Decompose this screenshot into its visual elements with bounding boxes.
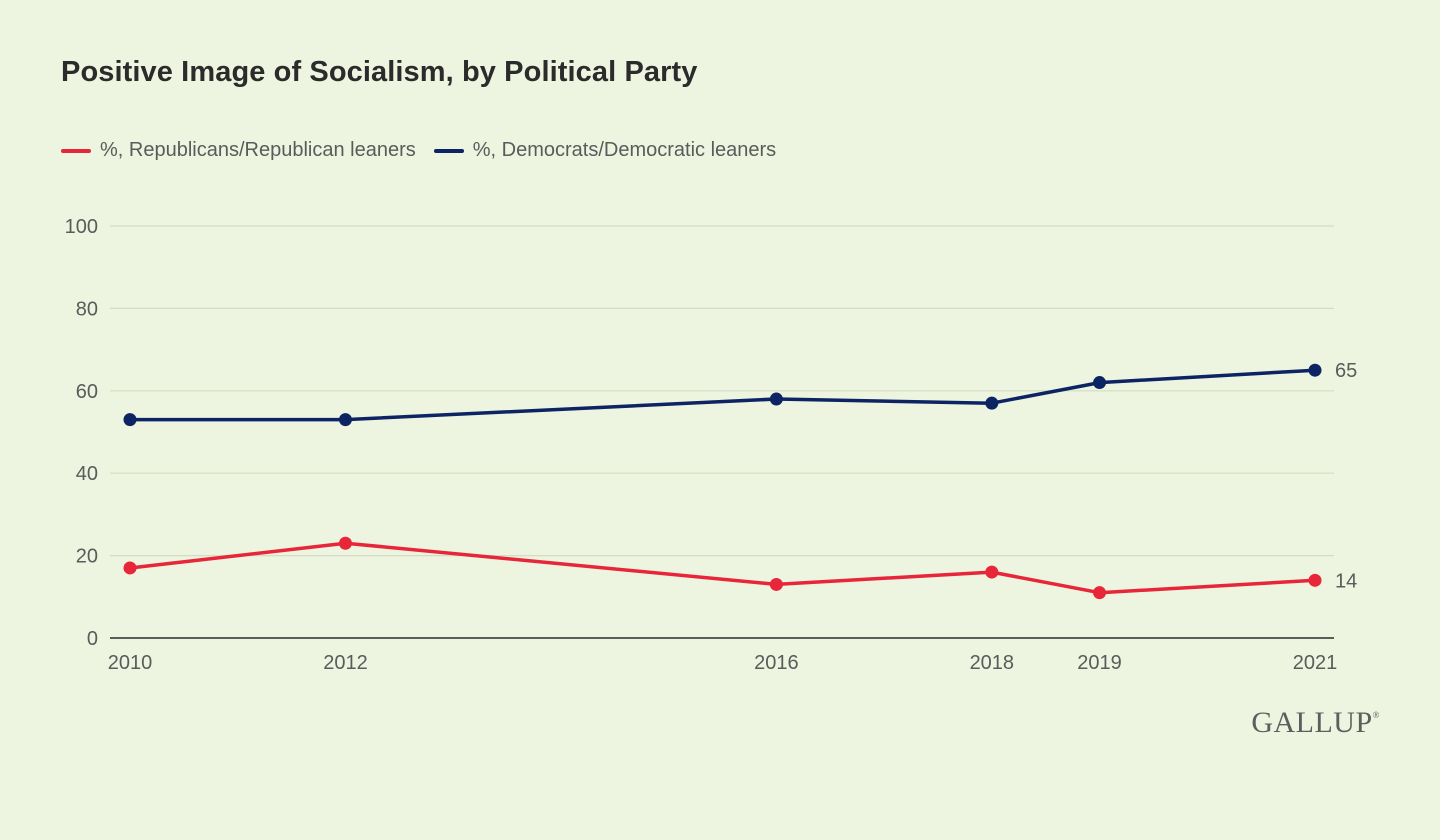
legend-item-democrats: %, Democrats/Democratic leaners [433,139,777,162]
gridlines [110,225,1334,557]
x-tick-label-2018: 2018 [970,652,1015,674]
y-tick-label-0: 0 [87,628,98,650]
data-point-democrats-2012 [338,413,352,427]
x-tick-label-2021: 2021 [1293,652,1338,674]
chart-title: Positive Image of Socialism, by Politica… [61,56,698,88]
data-point-democrats-2016 [769,392,783,406]
y-tick-label-60: 60 [76,381,98,403]
data-point-democrats-2018 [985,396,999,410]
legend-label-democrats: %, Democrats/Democratic leaners [472,139,777,161]
y-tick-label-100: 100 [65,216,98,238]
gallup-logo: GALLUP® [1251,706,1380,740]
y-tick-label-80: 80 [76,298,98,320]
data-point-republicans-2010 [123,561,137,575]
legend-swatch-democrats [433,148,464,153]
axes: 0 20 40 60 80 100 2010 2012 2016 2018 2019 2021 [65,216,1338,674]
data-point-democrats-2021 [1308,363,1322,377]
data-point-republicans-2016 [769,577,783,591]
legend-item-republicans: %, Republicans/Republican leaners [61,139,416,162]
series-line-republicans [128,541,1317,595]
data-point-democrats-2010 [123,413,137,427]
data-point-republicans-2018 [985,565,999,579]
end-label-democrats: 65 [1335,360,1357,382]
x-tick-label-2010: 2010 [108,652,153,674]
data-point-republicans-2021 [1308,573,1322,587]
y-tick-label-20: 20 [76,546,98,568]
y-tick-label-40: 40 [76,463,98,485]
end-label-republicans: 14 [1335,570,1357,592]
logo-text: GALLUP [1251,706,1373,739]
x-tick-label-2019: 2019 [1077,652,1122,674]
legend-label-republicans: %, Republicans/Republican leaners [100,139,416,161]
data-point-democrats-2019 [1093,376,1107,390]
data-point-republicans-2019 [1093,586,1107,600]
series-line-democrats [128,368,1317,422]
x-tick-label-2012: 2012 [323,652,368,674]
legend-swatch-republicans [61,148,91,153]
legend: %, Republicans/Republican leaners %, Dem… [61,139,794,162]
registered-mark: ® [1372,710,1380,720]
x-tick-label-2016: 2016 [754,652,799,674]
data-point-republicans-2012 [338,536,352,550]
series [123,363,1322,600]
end-labels: 14 65 [1335,360,1357,592]
